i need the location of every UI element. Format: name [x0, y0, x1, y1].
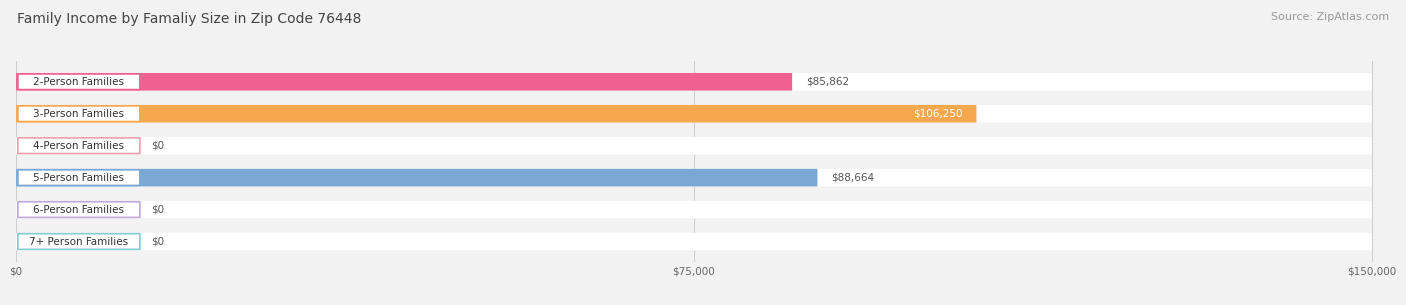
FancyBboxPatch shape — [15, 233, 1372, 250]
Text: $85,862: $85,862 — [806, 77, 849, 87]
Text: Family Income by Famaliy Size in Zip Code 76448: Family Income by Famaliy Size in Zip Cod… — [17, 12, 361, 26]
Text: 4-Person Families: 4-Person Families — [34, 141, 124, 151]
Text: 7+ Person Families: 7+ Person Families — [30, 237, 128, 246]
Text: $106,250: $106,250 — [914, 109, 963, 119]
FancyBboxPatch shape — [15, 169, 817, 186]
FancyBboxPatch shape — [15, 105, 1372, 123]
Text: $0: $0 — [150, 141, 165, 151]
FancyBboxPatch shape — [18, 170, 141, 185]
FancyBboxPatch shape — [15, 201, 1372, 218]
FancyBboxPatch shape — [15, 169, 1372, 186]
FancyBboxPatch shape — [18, 138, 141, 153]
FancyBboxPatch shape — [15, 105, 976, 123]
Text: 5-Person Families: 5-Person Families — [34, 173, 124, 183]
Text: Source: ZipAtlas.com: Source: ZipAtlas.com — [1271, 12, 1389, 22]
Text: $88,664: $88,664 — [831, 173, 875, 183]
FancyBboxPatch shape — [18, 202, 141, 217]
Text: 3-Person Families: 3-Person Families — [34, 109, 124, 119]
FancyBboxPatch shape — [15, 137, 1372, 154]
Text: 6-Person Families: 6-Person Families — [34, 205, 124, 215]
FancyBboxPatch shape — [15, 73, 792, 91]
Text: $0: $0 — [150, 237, 165, 246]
Text: 2-Person Families: 2-Person Families — [34, 77, 124, 87]
FancyBboxPatch shape — [18, 74, 141, 90]
Text: $0: $0 — [150, 205, 165, 215]
FancyBboxPatch shape — [18, 106, 141, 122]
FancyBboxPatch shape — [15, 73, 1372, 91]
FancyBboxPatch shape — [18, 234, 141, 249]
